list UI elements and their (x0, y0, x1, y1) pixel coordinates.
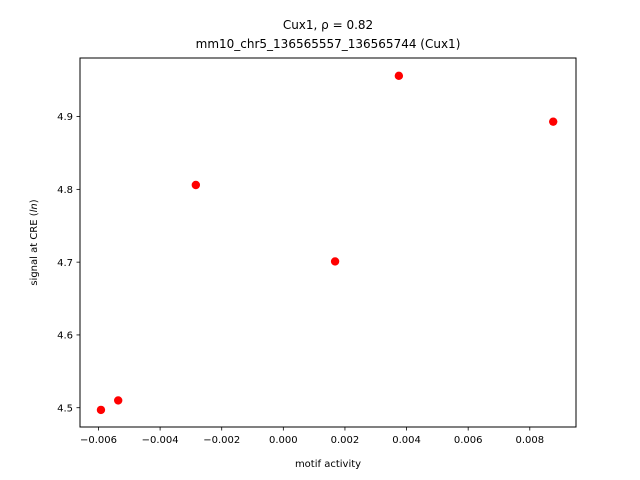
x-tick-label: 0.008 (515, 435, 544, 446)
x-axis-label: motif activity (295, 459, 361, 470)
data-point (394, 71, 404, 81)
x-axis: −0.006 −0.004 −0.002 0.000 0.002 0.004 0.006 0.… (80, 427, 544, 446)
x-tick-label: 0.004 (392, 435, 421, 446)
x-tick-label: 0.000 (269, 435, 298, 446)
x-tick-label: −0.006 (80, 435, 117, 446)
x-tick-label: 0.002 (331, 435, 360, 446)
x-tick-label: −0.002 (203, 435, 240, 446)
chart-title-line1: Cux1, ρ = 0.82 (283, 18, 373, 32)
y-axis: 4.5 4.6 4.7 4.8 4.9 (57, 112, 80, 414)
axes-frame (79, 57, 577, 428)
y-axis-label-italic: ln (29, 203, 40, 212)
y-tick-label: 4.8 (57, 185, 73, 196)
x-tick-label: −0.004 (142, 435, 179, 446)
data-point (549, 117, 558, 126)
y-tick-label: 4.5 (57, 403, 73, 414)
y-tick-label: 4.7 (57, 258, 73, 269)
y-axis-label: signal at CRE (ln) (29, 199, 40, 285)
data-point (330, 257, 340, 266)
y-axis-label-prefix: signal at CRE ( (29, 212, 40, 285)
data-point (114, 396, 123, 405)
y-tick-label: 4.6 (57, 331, 73, 342)
plot-area (96, 71, 558, 415)
data-point (96, 405, 106, 415)
x-tick-label: 0.006 (454, 435, 483, 446)
chart-title-line2: mm10_chr5_136565557_136565744 (Cux1) (196, 37, 461, 51)
data-point (191, 180, 201, 190)
y-tick-label: 4.9 (57, 112, 73, 123)
y-axis-label-suffix: ) (29, 199, 40, 203)
